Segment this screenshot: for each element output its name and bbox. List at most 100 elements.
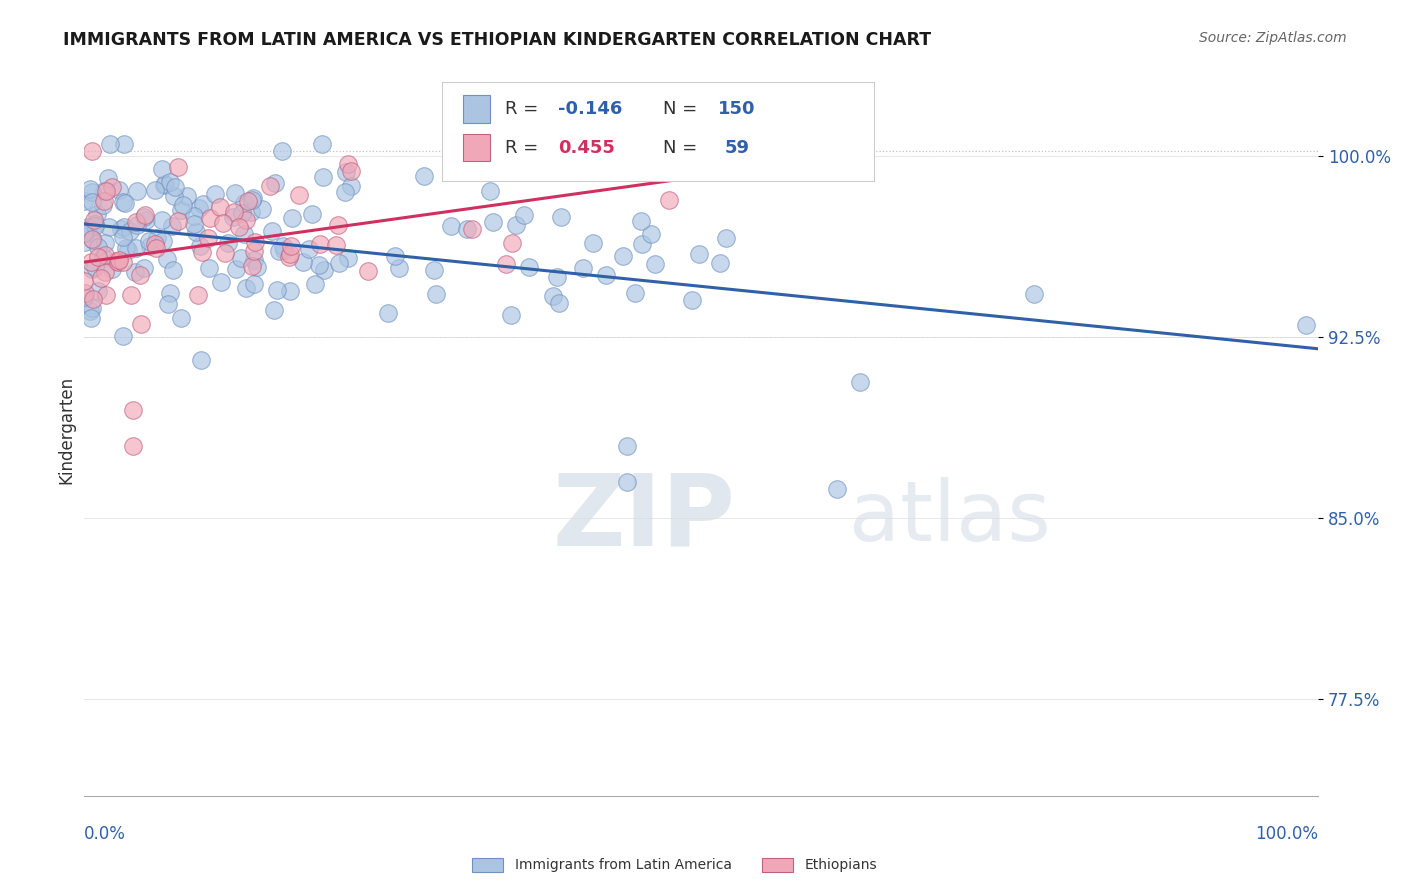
Point [153, 178, 176, 193]
Point [143, 236, 166, 251]
Point [87, 250, 110, 264]
Point [271, 239, 294, 253]
Point [658, 194, 681, 208]
Point [97, 171, 120, 186]
Point [640, 227, 662, 242]
Point [86, 207, 108, 221]
Point [616, 439, 638, 453]
Point [157, 296, 180, 310]
Point [231, 206, 253, 220]
Point [714, 230, 737, 244]
Point [209, 200, 232, 214]
Point [124, 264, 146, 278]
Point [222, 210, 245, 224]
Point [280, 238, 302, 252]
Point [117, 243, 139, 257]
Point [423, 263, 446, 277]
Point [461, 222, 484, 236]
Point [167, 214, 190, 228]
Point [308, 258, 330, 272]
Point [595, 268, 617, 282]
Point [232, 195, 254, 210]
Point [90, 271, 112, 285]
Point [243, 244, 266, 258]
Point [82, 292, 104, 306]
Point [129, 268, 152, 282]
Point [146, 230, 169, 244]
Point [292, 255, 315, 269]
FancyBboxPatch shape [463, 95, 489, 122]
Point [271, 144, 294, 158]
Point [233, 227, 256, 241]
Point [825, 483, 848, 497]
Point [73, 235, 96, 249]
Point [209, 276, 232, 290]
Point [112, 195, 135, 210]
Point [612, 249, 634, 263]
Point [377, 306, 399, 320]
Point [198, 260, 221, 275]
Point [236, 194, 259, 208]
Point [145, 241, 167, 255]
Text: atlas: atlas [849, 477, 1050, 558]
Point [277, 250, 299, 264]
Text: R =: R = [505, 138, 544, 156]
Point [688, 246, 710, 260]
Point [82, 185, 104, 199]
Point [112, 255, 135, 269]
Point [848, 375, 870, 389]
Point [242, 191, 264, 205]
Point [242, 253, 264, 268]
Point [246, 260, 269, 275]
Point [243, 235, 266, 249]
Point [190, 353, 212, 368]
Point [80, 255, 103, 269]
Text: -0.146: -0.146 [558, 100, 621, 118]
Point [79, 303, 101, 318]
Point [72, 194, 94, 208]
Point [628, 136, 651, 151]
Text: ZIP: ZIP [553, 469, 735, 566]
Point [188, 239, 211, 253]
Point [94, 235, 117, 250]
Point [104, 253, 127, 268]
Point [224, 204, 246, 219]
Point [384, 249, 406, 263]
Point [125, 218, 148, 232]
Point [264, 176, 287, 190]
Point [153, 177, 176, 191]
Point [80, 232, 103, 246]
Point [163, 188, 186, 202]
Point [631, 237, 654, 252]
Point [183, 217, 205, 231]
Point [623, 285, 645, 300]
Point [266, 283, 288, 297]
Point [87, 285, 110, 299]
Point [172, 198, 194, 212]
Point [73, 290, 96, 304]
Point [152, 234, 174, 248]
Point [93, 184, 115, 198]
Point [83, 218, 105, 232]
Point [644, 257, 666, 271]
Point [288, 188, 311, 202]
Point [79, 182, 101, 196]
Point [94, 265, 117, 279]
Point [150, 213, 173, 227]
Text: R =: R = [505, 100, 544, 118]
Point [505, 219, 527, 233]
Point [260, 224, 283, 238]
Point [572, 260, 595, 275]
Point [501, 236, 523, 251]
Point [169, 310, 191, 325]
Point [125, 215, 148, 229]
Point [280, 284, 302, 298]
Point [273, 243, 295, 257]
Point [630, 213, 652, 227]
Point [425, 287, 447, 301]
Point [156, 252, 179, 266]
Point [93, 194, 115, 209]
Point [311, 170, 333, 185]
Point [259, 179, 281, 194]
Point [301, 206, 323, 220]
